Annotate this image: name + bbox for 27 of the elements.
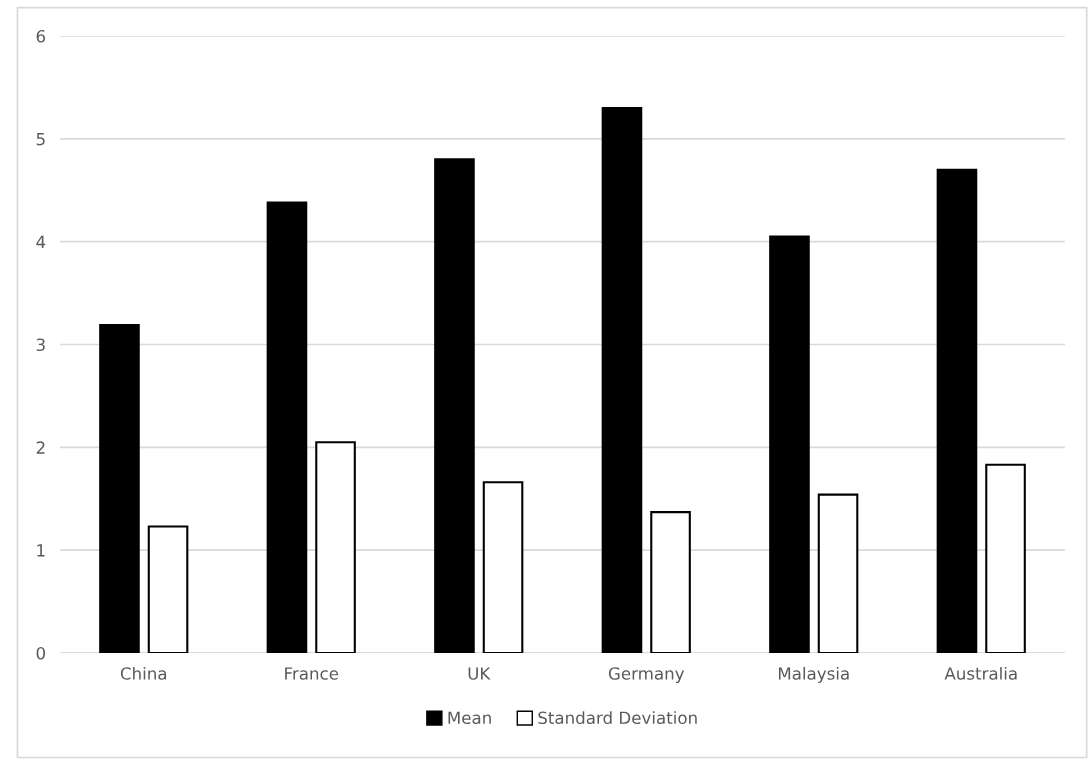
bar — [266, 201, 308, 653]
x-tick-label: Australia — [944, 666, 1017, 680]
bar — [147, 525, 189, 653]
x-tick-label: UK — [468, 667, 491, 680]
x-tick-label: Germany — [608, 667, 685, 684]
bar — [817, 493, 859, 653]
y-tick-label: 3 — [36, 338, 45, 352]
bar — [936, 168, 978, 653]
legend-label: Mean — [448, 711, 491, 725]
x-tick-label: China — [120, 666, 167, 680]
y-tick-label: 0 — [36, 646, 45, 660]
bar — [769, 235, 810, 653]
bar — [482, 481, 524, 653]
legend-label: Standard Deviation — [538, 711, 697, 725]
bar — [434, 158, 475, 653]
x-tick-label: Malaysia — [778, 666, 849, 684]
y-tick-label: 2 — [36, 441, 45, 454]
y-tick-label: 1 — [37, 544, 45, 557]
bar — [985, 463, 1026, 653]
y-tick-label: 6 — [36, 29, 46, 43]
bar — [99, 323, 140, 653]
bar — [315, 441, 356, 653]
bar — [601, 106, 643, 653]
y-tick-label: 4 — [36, 235, 46, 248]
bar — [650, 511, 691, 653]
x-tick-label: France — [285, 667, 339, 680]
y-tick-label: 5 — [36, 133, 45, 146]
